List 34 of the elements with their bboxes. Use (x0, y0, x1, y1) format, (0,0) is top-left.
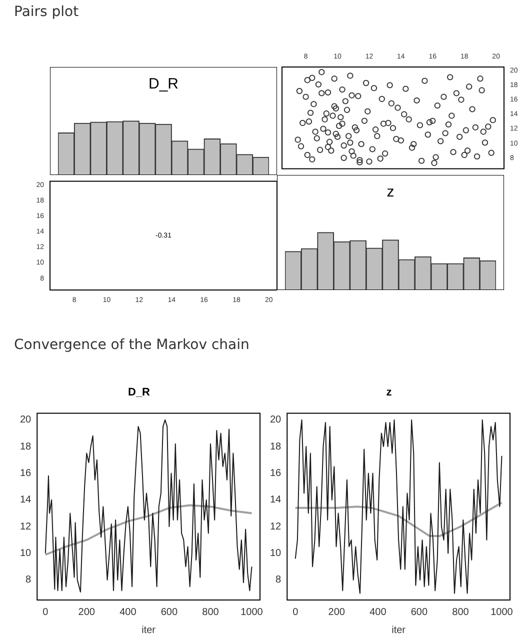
x-axis-title: iter (392, 624, 406, 636)
y-tick-label: 16 (270, 468, 282, 479)
x-tick-label: 200 (78, 606, 96, 618)
chart-title: z (386, 386, 392, 399)
chart-title: D_R (128, 386, 150, 399)
y-tick-label: 14 (270, 494, 282, 506)
y-tick-label: 14 (20, 494, 32, 506)
x-tick-label: 0 (292, 606, 299, 618)
y-tick-label: 12 (20, 521, 32, 532)
y-tick-label: 12 (270, 521, 282, 532)
y-tick-label: 8 (276, 574, 282, 586)
x-tick-label: 0 (42, 606, 49, 618)
y-tick-label: 18 (20, 441, 32, 452)
x-tick-label: 1000 (490, 606, 514, 618)
y-tick-label: 20 (270, 414, 282, 426)
text: Pairs plot (14, 4, 79, 20)
x-tick-label: 1000 (240, 606, 264, 618)
x-tick-label: 400 (120, 606, 137, 618)
x-tick-label: 800 (452, 606, 470, 618)
text: Convergence of the Markov chain (14, 337, 250, 353)
x-tick-label: 400 (370, 606, 387, 618)
y-tick-label: 16 (20, 468, 32, 479)
x-axis-title: iter (142, 624, 156, 636)
y-tick-label: 18 (270, 441, 282, 452)
x-tick-label: 800 (202, 606, 220, 618)
x-tick-label: 200 (328, 606, 346, 618)
y-tick-label: 20 (20, 414, 32, 426)
y-tick-label: 10 (270, 548, 282, 560)
y-tick-label: 10 (20, 548, 32, 560)
chart-title: z (386, 184, 394, 201)
chart-title: D_R (148, 76, 179, 93)
x-tick-label: 600 (160, 606, 178, 618)
x-tick-label: 600 (410, 606, 428, 618)
y-tick-label: 8 (26, 574, 32, 586)
